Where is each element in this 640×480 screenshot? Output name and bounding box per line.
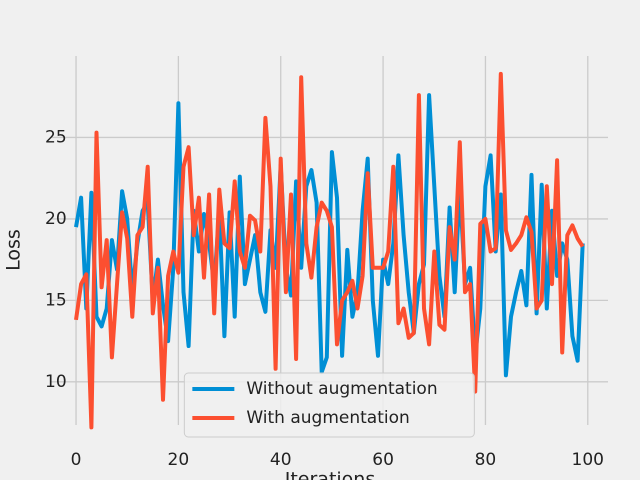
series-line	[74, 71, 585, 430]
y-tick-label: 25	[45, 127, 67, 147]
y-tick-label: 15	[45, 290, 67, 310]
x-tick-label: 60	[372, 450, 394, 470]
legend-label: With augmentation	[246, 408, 409, 428]
x-tick-label: 0	[71, 450, 82, 470]
y-tick-label: 20	[45, 209, 67, 229]
legend-label: Without augmentation	[246, 379, 437, 399]
legend-box	[183, 372, 475, 438]
x-tick-label: 100	[572, 450, 604, 470]
x-axis-label: Iterations	[285, 469, 376, 480]
x-tick-label: 20	[168, 450, 190, 470]
y-axis-label: Loss	[3, 229, 25, 271]
x-tick-label: 80	[475, 450, 497, 470]
x-tick-label: 40	[270, 450, 292, 470]
y-tick-label: 10	[45, 372, 67, 392]
